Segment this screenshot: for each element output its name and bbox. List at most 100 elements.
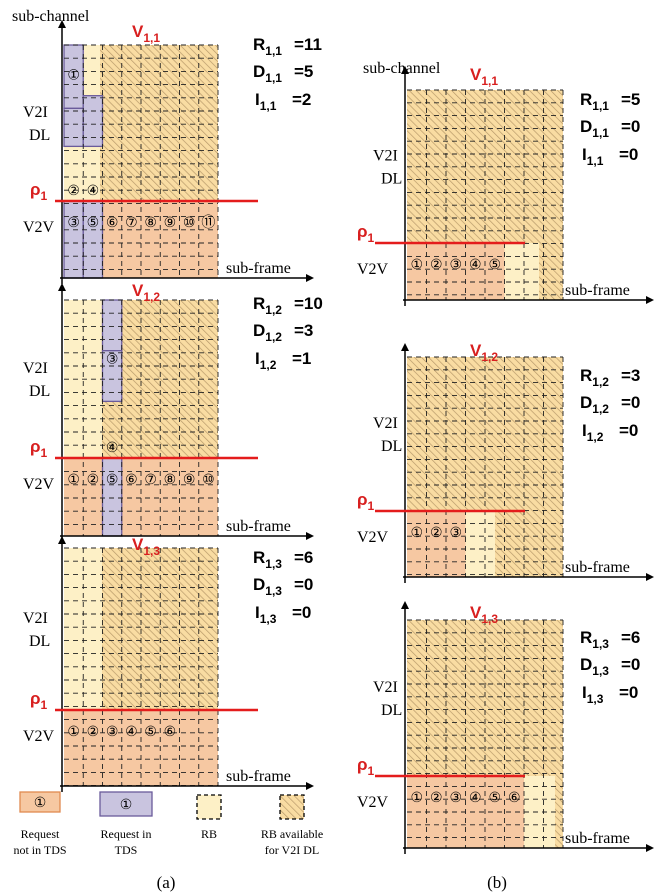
v2v-label: V2V	[357, 529, 389, 546]
rho-label: ρ1	[30, 180, 48, 203]
request-index-label: ⑤	[87, 216, 100, 231]
v2i-available-region-lower	[539, 243, 563, 300]
v-title: V1,3	[470, 603, 498, 626]
tds-request-v2i	[101, 299, 123, 352]
request-index-label: ②	[87, 725, 100, 740]
rho-label: ρ1	[30, 437, 48, 460]
d-eq: =5	[294, 62, 313, 81]
request-index-label: ⑦	[125, 216, 138, 231]
tds-request-v2v	[63, 200, 84, 279]
sub-frame-label: sub-frame	[226, 768, 291, 785]
legend-swatch-rb	[196, 794, 222, 820]
rb-grid	[64, 44, 219, 278]
request-index-label: ④	[106, 441, 119, 456]
sub-channel-label: sub-channel	[12, 8, 90, 25]
i-value: I1,3	[582, 683, 604, 706]
request-index-label: ⑩	[202, 473, 215, 488]
i-value: I1,1	[582, 145, 604, 168]
request-index-label: ③	[449, 526, 462, 541]
sub-frame-label: sub-frame	[226, 260, 291, 277]
sub-frame-label: sub-frame	[565, 830, 630, 847]
request-index-label: ⑦	[144, 473, 157, 488]
legend-item-request-not-in-tds: ① Request not in TDS	[13, 791, 67, 857]
legend-swatch-request-in-tds	[99, 791, 153, 817]
sub-frame-label: sub-frame	[226, 518, 291, 535]
request-index-label: ③	[106, 725, 119, 740]
i-eq: =1	[292, 349, 311, 368]
request-index-label: ④	[469, 791, 482, 806]
r-value: R1,1	[580, 90, 609, 113]
d-value: D1,2	[580, 393, 609, 416]
rb-grid	[407, 89, 564, 300]
i-eq: =0	[292, 603, 311, 622]
rho-label: ρ1	[357, 222, 375, 245]
rb-grid	[407, 619, 564, 848]
request-index-label: ⑩	[183, 216, 196, 231]
request-index-label: ⑤	[106, 473, 119, 488]
legend-label: RB	[201, 827, 217, 841]
d-eq: =3	[294, 321, 313, 340]
legend-label: Request	[21, 827, 60, 841]
rho-label: ρ1	[30, 689, 48, 712]
r-value: R1,2	[253, 294, 282, 317]
v2v-request-area	[407, 243, 505, 300]
panel-a-1-2: ① ② ⑤ ⑥ ⑦ ⑧ ⑨ ⑩ ③ ④ ρ1 V2I DL V2V sub-frame V1,2 R1,2 =10…	[23, 281, 323, 542]
dl-label: DL	[381, 438, 402, 455]
request-index-label: ③	[449, 791, 462, 806]
request-index-label: ⑤	[488, 791, 501, 806]
request-index-label: ①	[67, 725, 80, 740]
dl-label: DL	[381, 702, 402, 719]
i-eq: =2	[292, 90, 311, 109]
legend-label: Request in	[101, 827, 152, 841]
v2v-label: V2V	[23, 219, 55, 236]
panel-a-1-1: ③ ⑤ ⑥ ⑦ ⑧ ⑨ ⑩ ⑪ ① ② ④ ρ1 V2I DL V2V sub-frame sub-channe…	[12, 8, 322, 284]
sub-frame-label: sub-frame	[565, 282, 630, 299]
d-value: D1,3	[580, 655, 609, 678]
v2i-label: V2I	[373, 148, 398, 165]
request-index-label: ⑨	[183, 473, 196, 488]
rb-grid	[407, 356, 564, 577]
d-value: D1,1	[253, 62, 282, 85]
v2v-label: V2V	[357, 794, 389, 811]
tds-request-v2i	[63, 107, 84, 148]
request-index-label: ④	[87, 184, 100, 199]
v2i-available-region-lower	[555, 776, 563, 848]
request-index-label: ①	[410, 526, 423, 541]
panel-b-1-1: ① ② ③ ④ ⑤ ρ1 V2I DL V2V sub-frame sub-channel V1,1 R…	[357, 60, 654, 306]
legend-label-2: for V2I DL	[265, 843, 319, 857]
legend-item-rb: RB	[196, 794, 222, 841]
legend-item-request-in-tds: ① Request in TDS	[99, 791, 153, 857]
v2v-label: V2V	[23, 476, 55, 493]
request-index-label: ⑥	[508, 791, 521, 806]
v2v-label: V2V	[357, 261, 389, 278]
legend-label-2: not in TDS	[13, 843, 66, 857]
legend-label-2: TDS	[115, 843, 138, 857]
rho-label: ρ1	[357, 755, 375, 778]
panel-a-1-3: ① ② ③ ④ ⑤ ⑥ ρ1 V2I DL V2V sub-frame V1,3 R1,3 =6 D1,3 =…	[23, 535, 314, 792]
d-eq: =0	[294, 575, 313, 594]
i-value: I1,2	[582, 421, 604, 444]
tds-request-v2i	[82, 95, 104, 148]
r-eq: =11	[294, 35, 322, 54]
sub-frame-label: sub-frame	[565, 559, 630, 576]
rb-grid	[64, 547, 219, 787]
v2i-label: V2I	[373, 415, 398, 432]
v2v-label: V2V	[23, 728, 55, 745]
d-eq: =0	[621, 655, 640, 674]
request-index-label: ⑥	[164, 725, 177, 740]
v-title: V1,2	[132, 281, 160, 304]
v2i-available-region-lower	[495, 511, 563, 577]
request-index-label: ①	[410, 258, 423, 273]
panel-b-1-3: ① ② ③ ④ ⑤ ⑥ ρ1 V2I DL V2V sub-frame V1,3 R1,3 =6 D1,3 =…	[357, 601, 654, 854]
d-value: D1,3	[253, 575, 282, 598]
request-index-label: ②	[87, 473, 100, 488]
rho-label: ρ1	[357, 490, 375, 513]
i-value: I1,3	[255, 603, 277, 626]
i-value: I1,1	[255, 90, 277, 113]
r-value: R1,3	[253, 548, 282, 571]
request-index-label: ⑨	[164, 216, 177, 231]
tds-request-v2v	[82, 200, 104, 279]
legend-glyph: ①	[120, 798, 133, 813]
request-index-label: ②	[430, 526, 443, 541]
